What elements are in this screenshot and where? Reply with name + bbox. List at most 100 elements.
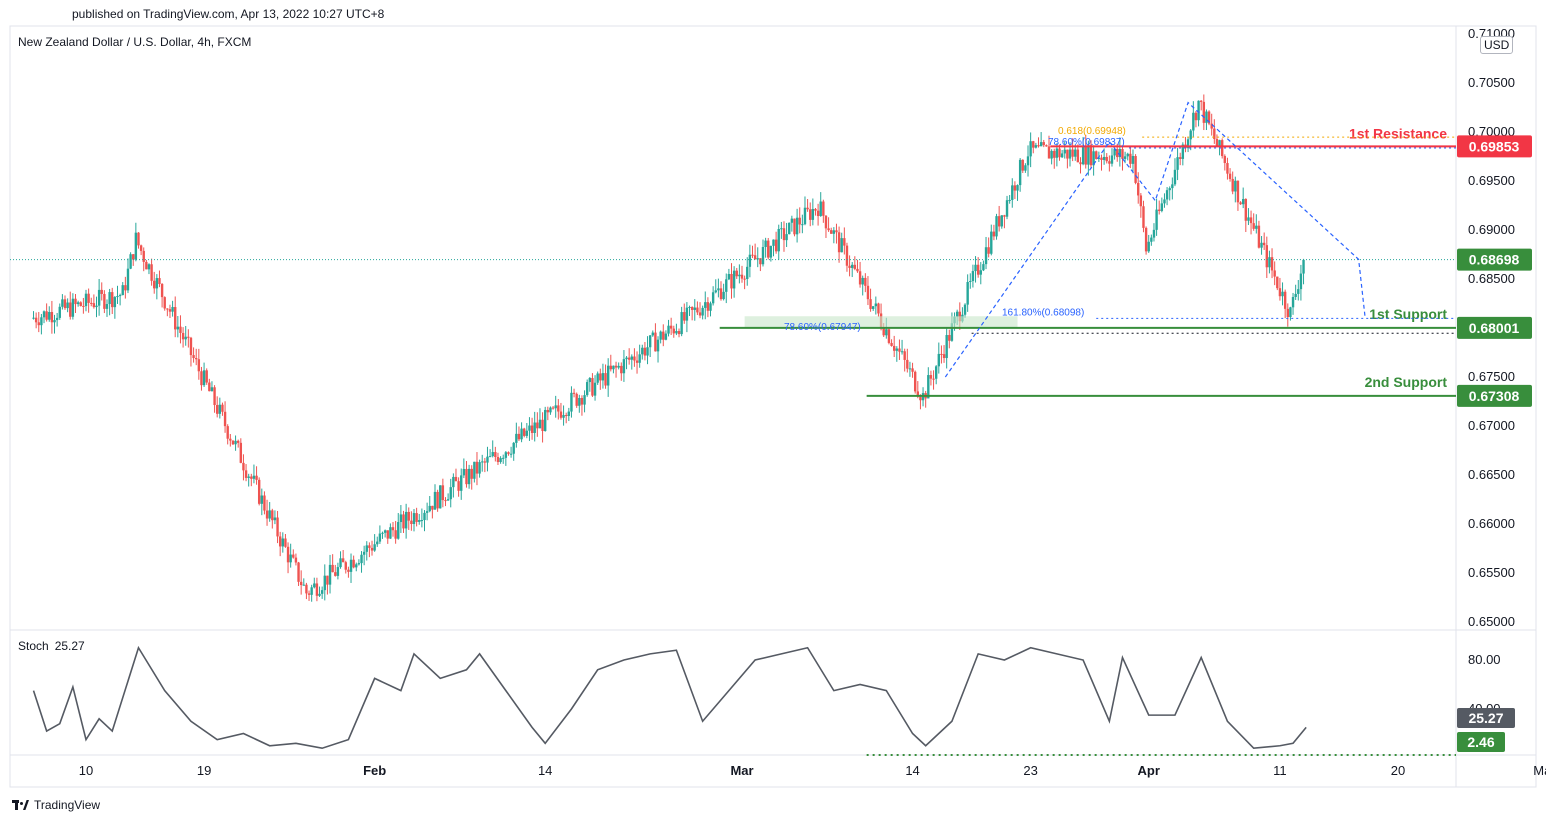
- candle: [74, 293, 77, 314]
- candle: [213, 385, 216, 413]
- candle: [533, 411, 536, 442]
- candle: [717, 278, 720, 298]
- candle: [90, 297, 93, 307]
- candle: [357, 559, 361, 566]
- candle: [643, 341, 647, 361]
- candle: [1042, 139, 1045, 148]
- candle: [761, 239, 765, 267]
- candle: [236, 439, 240, 448]
- candle: [895, 346, 899, 362]
- candle: [103, 290, 106, 314]
- candle: [449, 478, 452, 508]
- candle: [767, 237, 770, 260]
- candle: [680, 306, 683, 337]
- candle: [425, 502, 429, 521]
- candle: [407, 507, 410, 530]
- candle: [362, 545, 366, 566]
- candle: [557, 399, 560, 420]
- candle: [328, 554, 332, 594]
- candle: [512, 441, 515, 461]
- candle: [625, 356, 628, 370]
- candle: [1016, 184, 1019, 201]
- candle: [1270, 248, 1274, 279]
- candle: [268, 502, 271, 522]
- candle: [853, 256, 857, 271]
- candle: [465, 461, 468, 488]
- candle: [756, 247, 759, 268]
- candle: [189, 336, 193, 367]
- candle: [937, 342, 940, 374]
- candle: [816, 203, 820, 226]
- candle: [389, 523, 392, 539]
- candle: [732, 266, 736, 298]
- candle: [743, 275, 746, 290]
- candle: [614, 361, 618, 378]
- candle: [137, 232, 140, 249]
- candle: [759, 258, 762, 272]
- candle: [1158, 200, 1161, 215]
- resistance-label: 1st Resistance: [1349, 125, 1447, 141]
- fib-label: 0.618(0.69948): [1058, 126, 1126, 137]
- candle: [1241, 187, 1245, 209]
- candle: [1163, 193, 1166, 208]
- candle: [509, 446, 513, 458]
- candle: [892, 335, 896, 358]
- candle: [1108, 155, 1111, 172]
- candle: [635, 351, 639, 374]
- candle: [216, 396, 219, 418]
- candle: [900, 339, 904, 355]
- stoch-legend-value: 25.27: [54, 639, 85, 653]
- candle: [410, 511, 413, 531]
- date-tick-label: 23: [1023, 763, 1037, 778]
- axes-layer: 0.710000.705000.700000.695000.690000.685…: [79, 26, 1546, 778]
- candle: [727, 268, 731, 281]
- currency-button[interactable]: USD: [1480, 36, 1514, 54]
- candle: [1142, 200, 1145, 233]
- candle: [976, 257, 980, 278]
- candle: [310, 584, 313, 602]
- candle: [753, 243, 757, 260]
- candle: [48, 306, 51, 322]
- candle: [478, 459, 481, 478]
- candle: [1257, 220, 1261, 249]
- candle: [1053, 148, 1056, 169]
- candle: [1134, 154, 1137, 185]
- candle: [66, 298, 69, 313]
- candle: [549, 406, 552, 415]
- date-tick-label: Mar: [730, 763, 753, 778]
- candle: [856, 259, 859, 273]
- candle: [344, 560, 347, 574]
- candle: [307, 590, 311, 601]
- candle: [827, 217, 830, 232]
- candle: [126, 258, 130, 294]
- candle: [431, 505, 434, 519]
- candle: [433, 484, 437, 510]
- candle: [299, 570, 303, 595]
- price-tick-label: 0.65500: [1468, 565, 1515, 580]
- candle: [830, 227, 833, 234]
- candle: [368, 542, 371, 558]
- candle: [654, 323, 657, 352]
- svg-text:0.69853: 0.69853: [1469, 138, 1520, 154]
- candle: [281, 532, 284, 553]
- candle: [160, 283, 164, 308]
- candle: [273, 510, 277, 525]
- candle: [84, 289, 88, 312]
- candle: [255, 466, 258, 485]
- candle: [806, 198, 809, 212]
- candle: [1110, 148, 1114, 167]
- symbol-title: New Zealand Dollar / U.S. Dollar, 4h, FX…: [18, 35, 252, 49]
- candle: [835, 223, 838, 244]
- candle: [1011, 178, 1014, 208]
- last-price-tag: 0.68698: [1457, 248, 1532, 271]
- candle: [528, 417, 531, 441]
- candle: [1129, 145, 1132, 169]
- candle: [790, 215, 794, 232]
- price-tick-label: 0.66000: [1468, 516, 1515, 531]
- candle: [336, 562, 340, 580]
- candle: [1283, 289, 1287, 319]
- candle: [352, 555, 355, 569]
- candle: [751, 245, 754, 258]
- candle: [174, 296, 177, 338]
